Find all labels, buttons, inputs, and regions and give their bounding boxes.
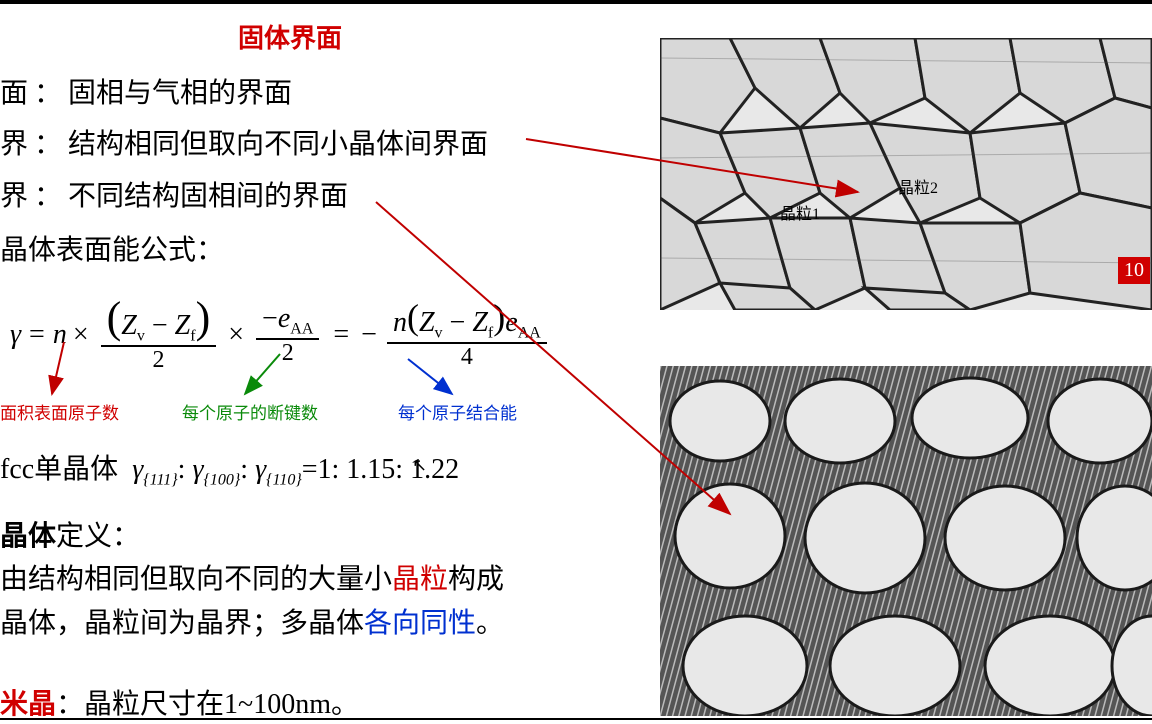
grain-label-1: 晶粒1 — [780, 200, 820, 224]
term: 面 — [0, 78, 28, 109]
section-title: 固体界面 — [238, 18, 342, 55]
micrograph-phases — [660, 366, 1152, 716]
polycrystal-definition: 晶体定义： 由结构相同但取向不同的大量小晶粒构成 晶体，晶粒间为晶界；多晶体各向… — [0, 514, 504, 645]
term: 界 — [0, 181, 28, 212]
surface-energy-formula: γ = n × (Zv − Zf) 2 × −eAA 2 = − n(Zv − … — [10, 296, 553, 374]
definition-surface: 面：固相与气相的界面 — [0, 71, 292, 111]
scale-bar: 10 — [1118, 257, 1150, 284]
phase-svg — [660, 366, 1152, 716]
definition-phase-boundary: 界：不同结构固相间的界面 — [0, 174, 348, 214]
formula-label: 晶体表面能公式： — [0, 228, 224, 268]
definition-text: 结构相同但取向不同小晶体间界面 — [68, 129, 488, 160]
term: 界 — [0, 129, 28, 160]
nanocrystal-line: 米晶：晶粒尺寸在1~100nm。 — [0, 682, 359, 722]
definition-text: 不同结构固相间的界面 — [68, 181, 348, 212]
fcc-ratio: fcc单晶体 γ{111}: γ{100}: γ{110}=1: 1.15: 1… — [0, 447, 459, 490]
note-broken-bonds: 每个原子的断键数 — [182, 399, 318, 424]
frac-3: n(Zv − Zf)eAA 4 — [387, 300, 547, 371]
definition-grain-boundary: 界：结构相同但取向不同小晶体间界面 — [0, 122, 488, 162]
frac-1: (Zv − Zf) 2 — [101, 296, 217, 374]
note-atoms-per-area: 面积表面原子数 — [0, 399, 119, 424]
definition-text: 固相与气相的界面 — [68, 78, 292, 109]
grain-label-2: 晶粒2 — [898, 174, 938, 198]
note-bond-energy: 每个原子结合能 — [398, 399, 517, 424]
cursor-icon: ↖ — [412, 455, 427, 476]
frac-2: −eAA 2 — [256, 304, 319, 367]
